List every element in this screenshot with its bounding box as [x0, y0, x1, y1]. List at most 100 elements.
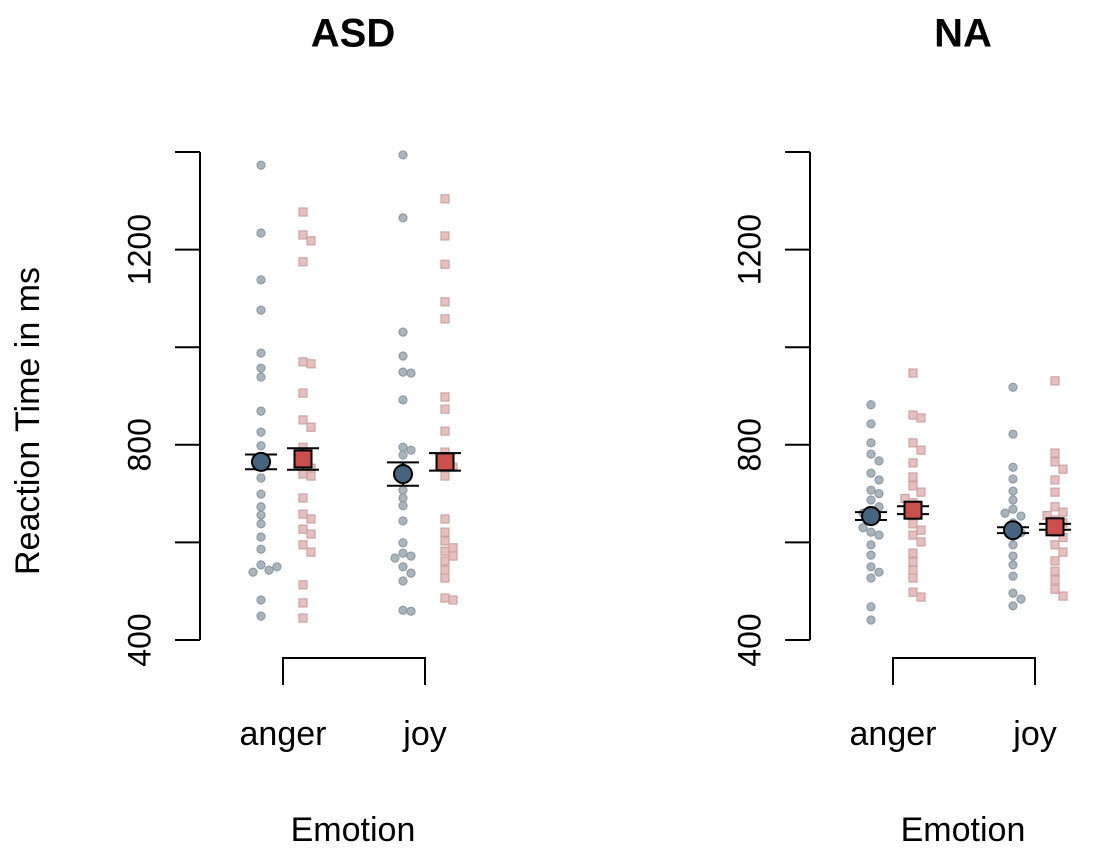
y-tick-label: 1200	[121, 214, 157, 285]
data-point	[306, 236, 316, 246]
data-point	[398, 442, 408, 452]
y-tick-label: 800	[731, 418, 767, 471]
x-tick-label: anger	[240, 715, 327, 753]
data-point	[908, 472, 918, 482]
data-point	[908, 530, 918, 540]
data-point	[866, 449, 876, 459]
data-point	[874, 489, 884, 499]
data-point	[1008, 495, 1018, 505]
data-point	[440, 259, 450, 269]
mean-marker	[251, 451, 271, 472]
data-point	[256, 611, 266, 621]
data-point	[256, 510, 266, 520]
data-point	[256, 372, 266, 382]
data-point	[440, 392, 450, 402]
data-point	[916, 537, 926, 547]
data-point	[1008, 540, 1018, 550]
data-point	[306, 514, 316, 524]
data-point	[448, 595, 458, 605]
data-point	[306, 547, 316, 557]
data-point	[406, 368, 416, 378]
data-point	[298, 493, 308, 503]
data-point	[874, 456, 884, 466]
data-point	[440, 593, 450, 603]
data-point	[256, 305, 266, 315]
data-point	[916, 445, 926, 455]
data-point	[440, 404, 450, 414]
data-point	[908, 557, 918, 567]
data-point	[248, 567, 258, 577]
data-point	[1008, 601, 1018, 611]
data-point	[908, 481, 918, 491]
x-axis	[282, 657, 426, 685]
data-point	[908, 573, 918, 583]
y-tick-label: 400	[731, 613, 767, 666]
data-point	[908, 438, 918, 448]
data-point	[398, 327, 408, 337]
data-point	[1050, 502, 1060, 512]
data-point	[908, 548, 918, 558]
data-point	[866, 485, 876, 495]
data-point	[1050, 376, 1060, 386]
data-point	[298, 257, 308, 267]
data-point	[398, 548, 408, 558]
data-point	[916, 413, 926, 423]
data-point	[306, 359, 316, 369]
data-point	[306, 529, 316, 539]
data-point	[298, 540, 308, 550]
data-point	[916, 525, 926, 535]
data-point	[390, 553, 400, 563]
data-point	[272, 562, 282, 572]
data-point	[908, 368, 918, 378]
x-axis-label: Emotion	[291, 811, 416, 849]
y-tick-label: 1200	[731, 214, 767, 285]
data-point	[1058, 547, 1068, 557]
data-point	[298, 524, 308, 534]
x-axis	[892, 657, 1036, 685]
data-point	[398, 562, 408, 572]
data-point	[866, 419, 876, 429]
data-point	[866, 540, 876, 550]
data-point	[256, 502, 266, 512]
data-point	[440, 471, 450, 481]
data-point	[398, 367, 408, 377]
data-point	[298, 598, 308, 608]
data-point	[1008, 382, 1018, 392]
y-tick-label: 800	[121, 418, 157, 471]
data-point	[1008, 474, 1018, 484]
data-point	[916, 487, 926, 497]
data-point	[1008, 429, 1018, 439]
data-point	[908, 565, 918, 575]
mean-marker	[393, 464, 413, 485]
data-point	[256, 532, 266, 542]
data-point	[1050, 487, 1060, 497]
data-point	[398, 576, 408, 586]
data-point	[440, 231, 450, 241]
data-point	[866, 495, 876, 505]
data-point	[398, 493, 408, 503]
data-point	[440, 556, 450, 566]
data-point	[256, 489, 266, 499]
data-point	[874, 567, 884, 577]
data-point	[398, 605, 408, 615]
data-point	[1008, 486, 1018, 496]
data-point	[1050, 540, 1060, 550]
data-point	[406, 568, 416, 578]
data-point	[1016, 594, 1026, 604]
data-point	[440, 426, 450, 436]
data-point	[1008, 551, 1018, 561]
data-point	[874, 530, 884, 540]
data-point	[256, 160, 266, 170]
data-point	[866, 527, 876, 537]
data-point	[908, 519, 918, 529]
data-point	[264, 565, 274, 575]
data-point	[256, 348, 266, 358]
data-point	[866, 562, 876, 572]
data-point	[1058, 507, 1068, 517]
data-point	[398, 516, 408, 526]
data-point	[916, 592, 926, 602]
data-point	[874, 475, 884, 485]
data-point	[440, 527, 450, 537]
data-point	[1008, 560, 1018, 570]
